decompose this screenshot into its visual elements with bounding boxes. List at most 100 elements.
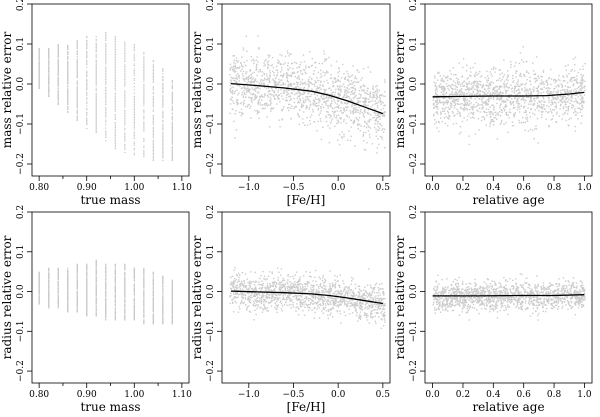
y-tick-label: 0.2	[409, 0, 419, 11]
point	[257, 111, 259, 113]
point	[152, 80, 154, 82]
point	[339, 293, 341, 295]
point	[143, 94, 145, 96]
point	[124, 264, 126, 266]
point	[317, 71, 320, 74]
point	[537, 75, 539, 77]
point	[287, 68, 289, 70]
point	[254, 95, 257, 97]
point	[544, 108, 546, 110]
point	[133, 105, 135, 107]
point	[320, 107, 322, 109]
point	[105, 295, 107, 297]
point	[535, 87, 537, 90]
point	[444, 87, 446, 89]
point	[86, 274, 88, 276]
point	[462, 108, 464, 110]
point	[152, 282, 154, 284]
point	[229, 82, 232, 84]
point	[333, 114, 335, 116]
point	[152, 318, 154, 320]
point	[455, 91, 458, 94]
point	[143, 103, 145, 105]
point	[171, 119, 173, 121]
point	[76, 285, 78, 287]
point	[267, 104, 270, 106]
point	[454, 104, 456, 106]
point	[38, 55, 40, 57]
point	[522, 98, 524, 100]
point	[532, 129, 534, 131]
point	[57, 97, 59, 99]
point	[523, 90, 526, 92]
point	[57, 271, 59, 273]
point	[571, 106, 573, 109]
point	[162, 297, 164, 299]
point	[496, 96, 499, 98]
point	[358, 116, 361, 119]
point	[267, 67, 269, 69]
point	[340, 91, 342, 93]
point	[114, 278, 116, 280]
point	[369, 136, 371, 138]
point	[162, 296, 164, 298]
point	[245, 78, 248, 80]
point	[86, 302, 88, 304]
point	[257, 101, 259, 103]
point	[124, 266, 126, 268]
point	[291, 84, 293, 86]
point	[473, 117, 475, 119]
point	[95, 296, 97, 298]
point	[76, 296, 78, 298]
point	[471, 116, 474, 118]
point	[124, 309, 126, 311]
point	[162, 69, 164, 71]
point	[245, 285, 248, 287]
point	[76, 52, 78, 54]
point	[323, 80, 325, 83]
point	[67, 63, 69, 65]
point	[268, 79, 270, 81]
point	[503, 85, 505, 87]
point	[162, 308, 164, 310]
point	[114, 66, 116, 68]
point	[269, 284, 271, 286]
point	[162, 301, 164, 303]
point	[489, 84, 492, 87]
point	[114, 300, 116, 302]
point	[86, 284, 88, 286]
point	[162, 150, 164, 152]
point	[105, 46, 107, 48]
point	[95, 100, 97, 102]
point	[369, 127, 372, 129]
point	[48, 294, 50, 296]
point	[324, 90, 326, 93]
x-tick-label: 1.00	[124, 183, 144, 193]
point	[304, 71, 307, 73]
point	[171, 140, 173, 142]
point	[376, 90, 378, 92]
point	[152, 116, 154, 118]
point	[267, 54, 269, 56]
point	[458, 103, 460, 106]
point	[270, 108, 272, 110]
point	[143, 77, 145, 79]
point	[261, 94, 263, 96]
point	[48, 84, 50, 86]
point	[444, 101, 447, 103]
point	[124, 129, 126, 131]
point	[57, 46, 59, 48]
point	[312, 111, 314, 113]
point	[152, 292, 154, 294]
point	[67, 292, 69, 294]
point	[86, 274, 88, 276]
point	[308, 66, 310, 69]
point	[76, 41, 78, 43]
point	[465, 82, 467, 84]
point	[114, 110, 116, 112]
point	[105, 301, 107, 303]
point	[355, 314, 358, 317]
point	[274, 85, 277, 87]
point	[124, 100, 126, 102]
point	[48, 78, 50, 80]
